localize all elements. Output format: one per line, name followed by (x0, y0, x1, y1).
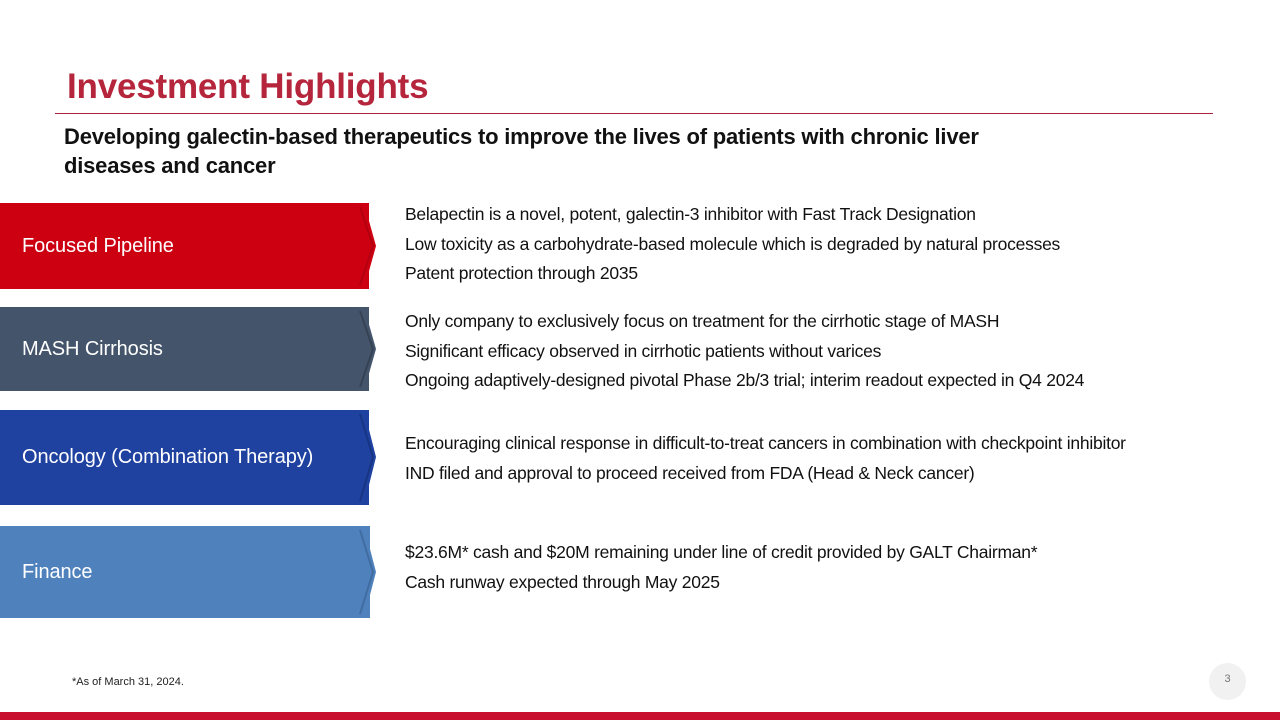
bullet-item: Significant efficacy observed in cirrhot… (405, 340, 882, 361)
section-label-box: Finance (0, 526, 370, 618)
section-label-box: Oncology (Combination Therapy) (0, 410, 369, 505)
bullet-item: Low toxicity as a carbohydrate-based mol… (405, 233, 1061, 254)
section-label: Finance (22, 560, 93, 583)
section-bullets: Only company to exclusively focus on tre… (405, 307, 1084, 396)
slide-subtitle: Developing galectin-based therapeutics t… (64, 124, 979, 178)
section-bullets: Encouraging clinical response in difficu… (405, 429, 1126, 488)
title-divider (55, 113, 1213, 114)
section-focused-pipeline: Focused Pipeline Belapectin is a novel, … (0, 203, 1280, 289)
chevron-right-icon (356, 203, 378, 289)
chevron-right-icon (356, 410, 378, 505)
section-label: Oncology (Combination Therapy) (22, 446, 314, 468)
section-label: Focused Pipeline (22, 234, 174, 257)
section-finance: Finance $23.6M* cash and $20M remaining … (0, 526, 1280, 618)
bottom-accent-bar (0, 712, 1280, 720)
bullet-item: Cash runway expected through May 2025 (405, 571, 720, 592)
section-label-box: Focused Pipeline (0, 203, 369, 289)
chevron-right-icon (356, 526, 378, 618)
section-bullets: $23.6M* cash and $20M remaining under li… (405, 538, 1038, 597)
section-label-box: MASH Cirrhosis (0, 307, 369, 391)
section-oncology: Oncology (Combination Therapy) Encouragi… (0, 410, 1280, 505)
section-mash-cirrhosis: MASH Cirrhosis Only company to exclusive… (0, 307, 1280, 391)
footnote: *As of March 31, 2024. (72, 676, 184, 688)
bullet-item: Only company to exclusively focus on tre… (405, 311, 1000, 331)
bullet-item: Ongoing adaptively-designed pivotal Phas… (405, 370, 1085, 390)
section-bullets: Belapectin is a novel, potent, galectin-… (405, 200, 1060, 289)
bullet-item: Encouraging clinical response in difficu… (405, 433, 1126, 453)
slide-title: Investment Highlights (67, 67, 429, 106)
chevron-right-icon (356, 307, 378, 391)
bullet-item: Patent protection through 2035 (405, 263, 638, 283)
page-number: 3 (1209, 663, 1246, 700)
bullet-item: $23.6M* cash and $20M remaining under li… (405, 542, 1038, 562)
bullet-item: IND filed and approval to proceed receiv… (405, 462, 975, 483)
section-label: MASH Cirrhosis (22, 337, 163, 360)
bullet-item: Belapectin is a novel, potent, galectin-… (405, 204, 976, 224)
